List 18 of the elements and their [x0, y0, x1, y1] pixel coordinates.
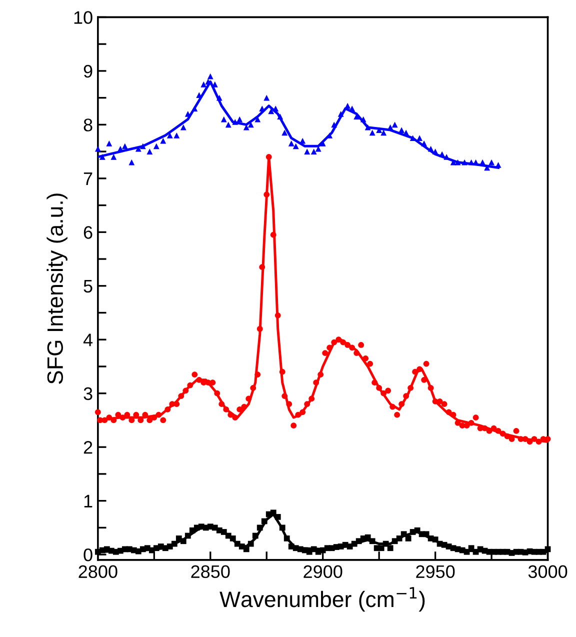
y-tick-label: 10 — [74, 11, 92, 24]
x-tick-label: 2850 — [191, 565, 230, 578]
x-tick-label: 2950 — [416, 565, 455, 578]
x-tick-label: 2900 — [304, 565, 342, 578]
y-tick-label: 5 — [84, 280, 92, 293]
y-axis-title: SFG Intensity (a.u.) — [46, 194, 68, 384]
y-tick-label: 1 — [84, 494, 92, 508]
y-tick-label: 8 — [84, 118, 92, 132]
x-tick-label: 3000 — [528, 565, 568, 578]
x-axis-title: Wavenumber (cm$^{−1}$) — [220, 587, 425, 612]
y-tick-label: 9 — [84, 64, 92, 78]
y-tick-label: 3 — [84, 387, 92, 400]
y-tick-label: 7 — [84, 172, 92, 185]
y-tick-label: 2 — [84, 441, 92, 454]
x-tick-label: 2800 — [78, 565, 118, 578]
y-tick-label: 4 — [83, 334, 93, 346]
y-tick-label: 0 — [84, 548, 92, 562]
y-tick-label: 6 — [84, 226, 92, 239]
